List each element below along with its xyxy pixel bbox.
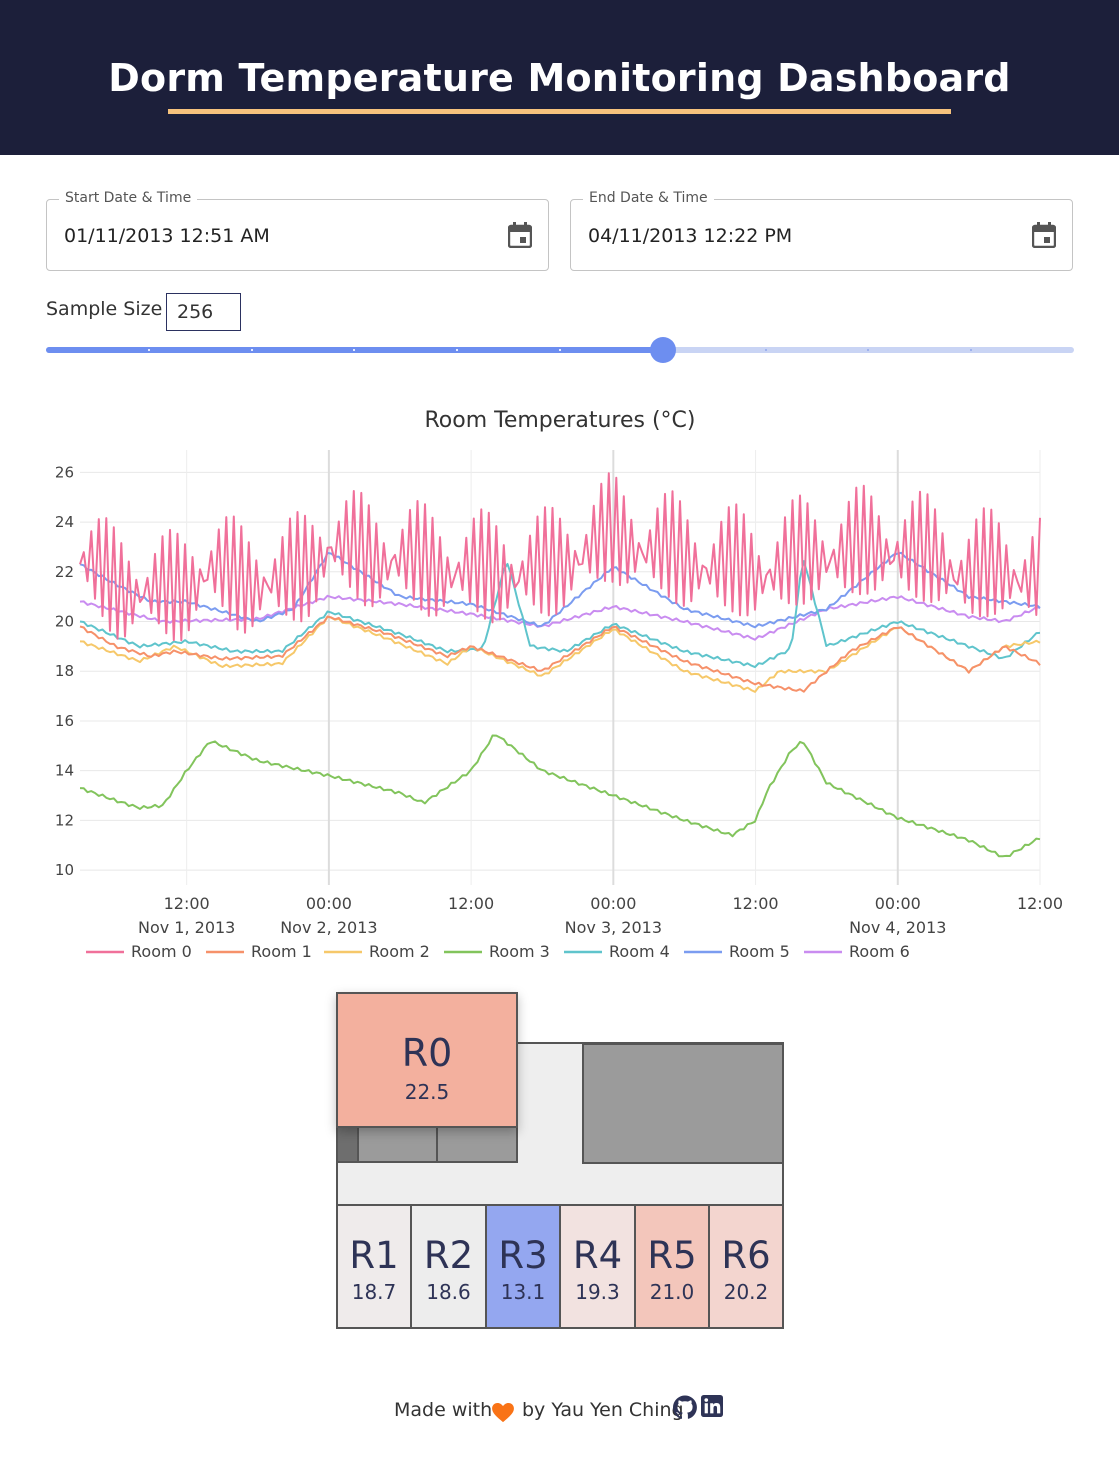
sample-size-label: Sample Size	[46, 298, 163, 320]
legend-label: Room 3	[489, 942, 550, 961]
room-temperature: 22.5	[404, 1080, 450, 1104]
room-label: R1	[349, 1234, 399, 1277]
series-line-room-1	[79, 615, 1041, 693]
x-date-label: Nov 3, 2013	[565, 918, 662, 937]
slider-mark	[867, 349, 870, 351]
room-temperature: 13.1	[500, 1280, 546, 1304]
x-tick-label: 00:00	[590, 894, 636, 913]
slider-mark	[764, 349, 767, 351]
room-temperature: 20.2	[723, 1280, 769, 1304]
series-line-room-6	[79, 594, 1041, 641]
room-temperature: 21.0	[649, 1280, 695, 1304]
room-label: R6	[721, 1234, 771, 1277]
series-line-room-0	[79, 472, 1041, 642]
start-date-label: Start Date & Time	[59, 190, 198, 206]
x-date-label: Nov 1, 2013	[138, 918, 235, 937]
room-temperature: 18.6	[426, 1280, 471, 1304]
series-line-room-2	[79, 615, 1041, 693]
y-tick-label: 24	[55, 513, 74, 531]
legend-label: Room 2	[369, 942, 430, 961]
series-line-room-3	[79, 734, 1041, 858]
end-date-label: End Date & Time	[583, 190, 714, 206]
start-date-field[interactable]: Start Date & Time 01/11/2013 12:51 AM	[46, 190, 549, 271]
title-underline	[168, 109, 951, 114]
calendar-icon[interactable]	[1032, 222, 1056, 248]
slider-mark	[353, 349, 356, 351]
header-bar: Dorm Temperature Monitoring Dashboard	[0, 0, 1119, 155]
sample-size-slider[interactable]	[46, 337, 1074, 363]
footer-made-with: Made with	[394, 1399, 493, 1421]
x-date-label: Nov 4, 2013	[849, 918, 946, 937]
chart-title: Room Temperatures (°C)	[425, 408, 696, 433]
x-tick-label: 12:00	[1017, 894, 1063, 913]
series-line-room-4	[79, 560, 1041, 669]
x-tick-label: 12:00	[164, 894, 210, 913]
calendar-icon[interactable]	[508, 222, 532, 248]
room-label: R3	[498, 1234, 548, 1277]
legend-label: Room 4	[609, 942, 670, 961]
room-label: R2	[423, 1234, 474, 1277]
slider-mark	[250, 349, 253, 351]
end-date-field[interactable]: End Date & Time 04/11/2013 12:22 PM	[570, 190, 1073, 271]
room-r0[interactable]: R0 22.5	[336, 992, 518, 1128]
legend-label: Room 0	[131, 942, 192, 961]
y-tick-label: 20	[55, 613, 74, 631]
closet-block	[436, 1126, 518, 1163]
heart-icon	[492, 1403, 514, 1423]
slider-mark	[970, 349, 973, 351]
y-tick-label: 14	[55, 762, 74, 780]
start-date-value[interactable]: 01/11/2013 12:51 AM	[64, 225, 270, 247]
room-r4[interactable]: R4 19.3	[559, 1204, 636, 1329]
end-date-value[interactable]: 04/11/2013 12:22 PM	[588, 225, 793, 247]
y-tick-label: 12	[55, 811, 74, 829]
legend-label: Room 5	[729, 942, 790, 961]
room-temperature: 19.3	[575, 1280, 620, 1304]
slider-thumb[interactable]	[649, 337, 676, 363]
sample-size-input[interactable]	[166, 293, 241, 331]
room-r3[interactable]: R3 13.1	[485, 1204, 561, 1329]
x-tick-label: 00:00	[875, 894, 921, 913]
y-tick-label: 10	[55, 861, 74, 879]
footer-author: by Yau Yen Ching	[522, 1399, 684, 1421]
room-label: R0	[401, 1031, 453, 1075]
y-tick-label: 22	[55, 563, 74, 581]
legend-label: Room 6	[849, 942, 910, 961]
room-r2[interactable]: R2 18.6	[410, 1204, 487, 1329]
room-label: R5	[647, 1234, 697, 1277]
y-tick-label: 16	[55, 712, 74, 730]
utility-block	[582, 1043, 784, 1164]
slider-mark	[456, 349, 459, 351]
x-date-label: Nov 2, 2013	[280, 918, 377, 937]
github-icon[interactable]	[673, 1395, 697, 1419]
small-block	[336, 1126, 359, 1163]
room-label: R4	[572, 1234, 623, 1277]
room-r1[interactable]: R1 18.7	[336, 1204, 412, 1329]
x-tick-label: 12:00	[448, 894, 494, 913]
temperature-chart: Room Temperatures (°C) 10 12 14 16 18 20 22 24 26…	[55, 408, 1063, 961]
room-r5[interactable]: R5 21.0	[634, 1204, 710, 1329]
room-temperature: 18.7	[351, 1280, 397, 1304]
legend-label: Room 1	[251, 942, 312, 961]
series-line-room-5	[79, 551, 1041, 629]
slider-mark	[559, 349, 561, 351]
slider-mark	[147, 349, 150, 351]
y-tick-label: 18	[55, 662, 74, 680]
x-tick-label: 12:00	[733, 894, 779, 913]
room-r6[interactable]: R6 20.2	[708, 1204, 784, 1329]
x-tick-label: 00:00	[306, 894, 352, 913]
page-title: Dorm Temperature Monitoring Dashboard	[108, 56, 1011, 100]
linkedin-icon[interactable]	[701, 1395, 723, 1417]
closet-block	[357, 1126, 438, 1163]
y-tick-label: 26	[55, 463, 74, 481]
